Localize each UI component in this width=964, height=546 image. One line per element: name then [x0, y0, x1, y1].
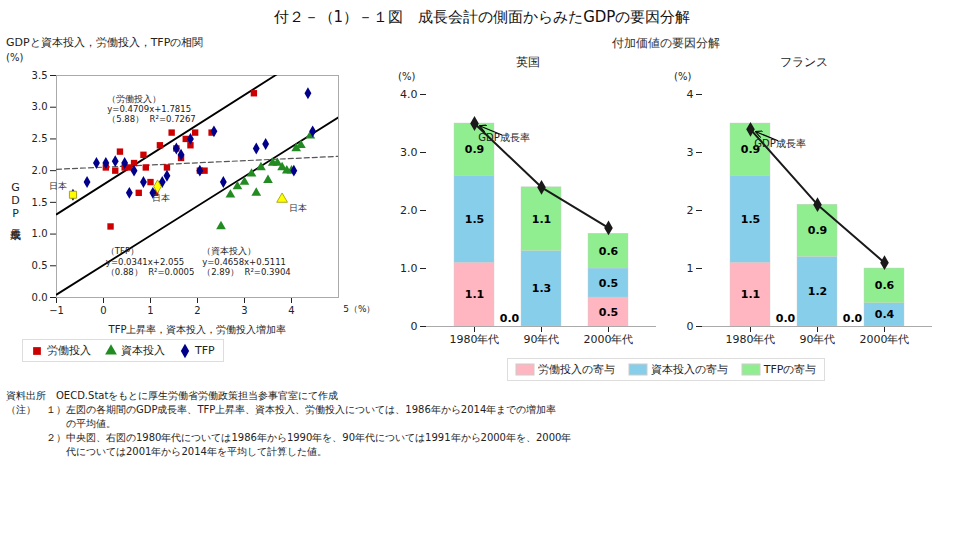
svg-text:3.5: 3.5: [32, 70, 48, 81]
svg-text:90年代: 90年代: [524, 333, 560, 346]
svg-text:0.5: 0.5: [32, 260, 48, 271]
svg-text:1.5: 1.5: [32, 197, 48, 208]
html-text:労働投入の寄与: 労働投入の寄与: [537, 363, 615, 376]
html-text:GDPと資本投入，労働投入，TFPの相関: GDPと資本投入，労働投入，TFPの相関: [6, 36, 204, 49]
svg-text:GDP成長率: GDP成長率: [478, 132, 529, 143]
svg-text:日本: 日本: [152, 193, 170, 203]
svg-text:90年代: 90年代: [800, 333, 836, 346]
svg-text:1.5: 1.5: [465, 213, 485, 226]
svg-text:3.0: 3.0: [400, 146, 418, 159]
svg-text:0.6: 0.6: [599, 245, 619, 258]
html-text:（注） １）左図の各期間のGDP成長率、TFP上昇率、資本投: （注） １）左図の各期間のGDP成長率、TFP上昇率、資本投入、労働投入について…: [6, 404, 557, 415]
svg-text:0.4: 0.4: [875, 308, 895, 321]
svg-text:0.5: 0.5: [599, 277, 619, 290]
svg-text:2: 2: [194, 305, 200, 316]
svg-text:0.0: 0.0: [843, 312, 863, 325]
svg-text:0.0: 0.0: [32, 292, 48, 303]
svg-text:日本: 日本: [49, 181, 67, 191]
svg-text:1.0: 1.0: [400, 262, 418, 275]
svg-text:0.9: 0.9: [465, 143, 485, 156]
html-text:代については2001年から2014年を平均して計算した値。: 代については2001年から2014年を平均して計算した値。: [6, 446, 327, 457]
svg-text:1.1: 1.1: [532, 213, 552, 226]
svg-text:日本: 日本: [289, 203, 307, 213]
html-text:資料出所 OECD.Statをもとに厚生労働省労働政策担当参: 資料出所 OECD.Statをもとに厚生労働省労働政策担当参事官室にて作成: [6, 390, 339, 401]
svg-text:2000年代: 2000年代: [860, 333, 910, 346]
svg-text:1.3: 1.3: [532, 282, 552, 295]
svg-text:（資本投入）: （資本投入）: [202, 246, 256, 256]
html-text:付加価値の要因分解: 付加価値の要因分解: [612, 36, 720, 50]
svg-text:0.5: 0.5: [599, 306, 619, 319]
svg-text:3: 3: [241, 305, 247, 316]
html-text:TFP: TFP: [195, 344, 215, 357]
svg-text:0.9: 0.9: [808, 224, 828, 237]
svg-text:1.5: 1.5: [741, 213, 761, 226]
svg-text:4: 4: [687, 88, 694, 101]
svg-text:2.0: 2.0: [32, 165, 48, 176]
html-text:資本投入の寄与: 資本投入の寄与: [650, 363, 728, 376]
svg-text:4.0: 4.0: [400, 88, 418, 101]
svg-text:1: 1: [147, 305, 153, 316]
svg-text:y=0.0341x+2.055: y=0.0341x+2.055: [106, 257, 184, 267]
svg-text:1.0: 1.0: [32, 228, 48, 239]
svg-text:3: 3: [687, 146, 694, 159]
svg-text:y=0.4658x+0.5111: y=0.4658x+0.5111: [202, 257, 286, 267]
svg-text:0: 0: [100, 305, 106, 316]
svg-text:（5.88） R²=0.7267: （5.88） R²=0.7267: [107, 114, 196, 124]
svg-text:0.9: 0.9: [740, 143, 761, 157]
svg-text:（2.89） R²=0.3904: （2.89） R²=0.3904: [202, 267, 291, 277]
svg-text:0.0: 0.0: [500, 312, 520, 325]
svg-text:（労働投入）: （労働投入）: [107, 94, 161, 104]
html-text:労働投入: 労働投入: [47, 344, 91, 357]
svg-text:2.5: 2.5: [32, 133, 48, 144]
svg-text:0: 0: [411, 320, 418, 333]
html-text:TFPの寄与: TFPの寄与: [763, 363, 817, 376]
svg-text:1.2: 1.2: [808, 285, 828, 298]
html-text:の平均値。: の平均値。: [6, 418, 116, 429]
svg-text:3.0: 3.0: [32, 101, 48, 112]
svg-text:TFP上昇率，資本投入，労働投入増加率: TFP上昇率，資本投入，労働投入増加率: [108, 324, 287, 335]
svg-text:GDP成長率: GDP成長率: [754, 138, 805, 149]
html-text:英国: 英国: [516, 55, 540, 69]
svg-text:2: 2: [687, 204, 694, 217]
svg-text:1980年代: 1980年代: [726, 333, 776, 346]
svg-text:y=0.4709x+1.7815: y=0.4709x+1.7815: [107, 104, 191, 114]
svg-text:0: 0: [687, 320, 694, 333]
svg-text:1: 1: [687, 262, 694, 275]
html-text:資本投入: 資本投入: [121, 344, 165, 357]
html-text:付２－（1）－１図 成長会計の側面からみたGDPの要因分解: 付２－（1）－１図 成長会計の側面からみたGDPの要因分解: [273, 8, 691, 26]
svg-text:1980年代: 1980年代: [450, 333, 500, 346]
html-text:２）中央図、右図の1980年代については1986年から199: ２）中央図、右図の1980年代については1986年から1990年を、90年代につ…: [6, 432, 572, 443]
html-text:フランス: フランス: [780, 55, 828, 69]
svg-text:4: 4: [288, 305, 294, 316]
svg-text:2.0: 2.0: [400, 204, 418, 217]
svg-text:2000年代: 2000年代: [584, 333, 634, 346]
svg-text:（TFP）: （TFP）: [106, 246, 139, 256]
svg-text:5（%）: 5（%）: [343, 304, 375, 314]
svg-text:1.1: 1.1: [465, 288, 485, 301]
svg-text:0.6: 0.6: [875, 279, 895, 292]
svg-text:0.0: 0.0: [776, 312, 796, 325]
svg-text:−1: −1: [49, 305, 64, 316]
svg-text:（0.88） R²=0.0005: （0.88） R²=0.0005: [106, 267, 195, 277]
svg-text:1.1: 1.1: [741, 288, 761, 301]
html-text:GDP成長率: GDP成長率: [9, 180, 22, 220]
